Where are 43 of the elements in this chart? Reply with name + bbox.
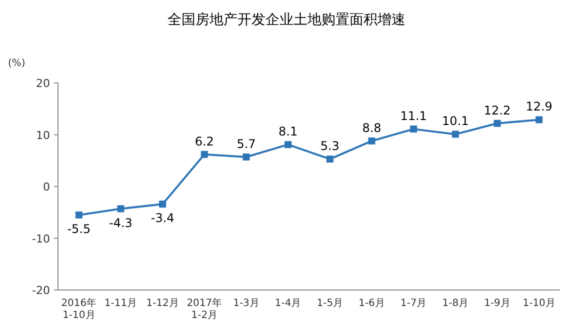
point [200,150,208,158]
data-label: -3.4 [150,211,174,226]
data-label: -5.5 [67,222,91,236]
data-label: 12.9 [526,100,552,114]
x-tick-label: 1-4月 [274,298,302,309]
chart-title: 全国房地产开发企业土地购置面积增速 [168,12,406,28]
x-tick-label: 1-9月 [484,298,510,309]
x-tick-label: 1-10月 [522,298,556,309]
x-tick-label: 2017年 1-2月 [186,297,222,321]
y-tick-label: -20 [32,284,50,297]
data-label: -4.3 [109,216,132,230]
data-label: 6.2 [194,134,214,148]
data-label: 5.3 [320,139,340,154]
point [536,116,543,124]
data-label: 5.7 [236,137,256,152]
data-label: 8.1 [278,124,298,139]
x-tick-label: 1-11月 [104,298,138,309]
point [117,205,124,212]
point [494,120,501,127]
x-tick-label: 2016年 1-10月 [61,297,97,321]
point [410,126,418,133]
data-label: 12.2 [484,103,511,118]
x-tick-label: 1-12月 [146,298,179,309]
y-tick-label: 10 [36,128,50,142]
x-tick-label: 1-8月 [442,298,469,309]
data-label: 10.1 [442,114,469,128]
point [75,211,82,218]
x-tick-label: 1-3月 [233,298,260,309]
data-label: 11.1 [400,109,427,124]
point [452,130,459,138]
y-tick-label: -10 [32,232,50,246]
y-tick-label: 20 [36,77,50,90]
point [284,141,292,148]
x-tick-label: 1-6月 [358,298,385,309]
point [159,200,166,208]
point [326,156,334,163]
point [242,154,250,161]
x-tick-label: 1-5月 [316,298,344,309]
x-tick-label: 1-7月 [400,298,427,309]
point [368,137,376,144]
y-tick-label: 0 [43,180,50,194]
y-axis-title: (%) [8,58,26,69]
data-label: 8.8 [362,120,382,135]
